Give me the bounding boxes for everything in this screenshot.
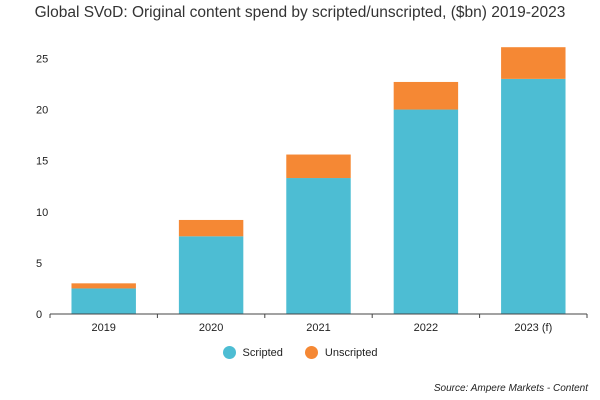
y-axis-ticks: 0 5 10 15 20 25 bbox=[36, 53, 48, 321]
y-tick-label: 15 bbox=[36, 156, 48, 168]
y-tick-label: 10 bbox=[36, 207, 48, 219]
x-axis-ticks: 2019 2020 2021 2022 2023 (f) bbox=[49, 314, 588, 334]
legend-swatch-scripted bbox=[222, 346, 236, 359]
legend-swatch-unscripted bbox=[304, 346, 318, 359]
bar-unscripted-2022 bbox=[393, 81, 459, 110]
legend-item-scripted[interactable]: Scripted bbox=[222, 346, 283, 359]
bar-scripted-2022 bbox=[393, 109, 459, 314]
x-tick-label: 2021 bbox=[306, 322, 330, 334]
x-tick-label: 2020 bbox=[199, 322, 223, 334]
bar-unscripted-2023-f bbox=[501, 47, 566, 79]
source-note: Source: Ampere Markets - Content bbox=[433, 383, 588, 394]
bar-scripted-2020 bbox=[178, 236, 244, 314]
bar-scripted-2019 bbox=[71, 288, 136, 314]
y-tick-label: 0 bbox=[36, 309, 42, 321]
x-tick-label: 2019 bbox=[91, 322, 115, 334]
bar-scripted-2021 bbox=[286, 178, 351, 314]
y-tick-label: 20 bbox=[36, 105, 48, 117]
bars-group bbox=[71, 47, 566, 314]
bar-unscripted-2019 bbox=[71, 283, 136, 289]
legend-item-unscripted[interactable]: Unscripted bbox=[304, 346, 378, 359]
x-tick-label: 2023 (f) bbox=[514, 322, 552, 334]
legend: Scripted Unscripted bbox=[0, 346, 600, 359]
y-tick-label: 5 bbox=[36, 258, 42, 270]
legend-label-unscripted: Unscripted bbox=[324, 346, 378, 359]
legend-label-scripted: Scripted bbox=[242, 346, 283, 359]
bar-unscripted-2021 bbox=[286, 154, 351, 179]
bar-scripted-2023-f bbox=[501, 78, 566, 314]
bar-unscripted-2020 bbox=[178, 219, 244, 237]
chart-title: Global SVoD: Original content spend by s… bbox=[34, 4, 566, 21]
x-tick-label: 2022 bbox=[414, 322, 438, 334]
y-tick-label: 25 bbox=[36, 53, 48, 65]
